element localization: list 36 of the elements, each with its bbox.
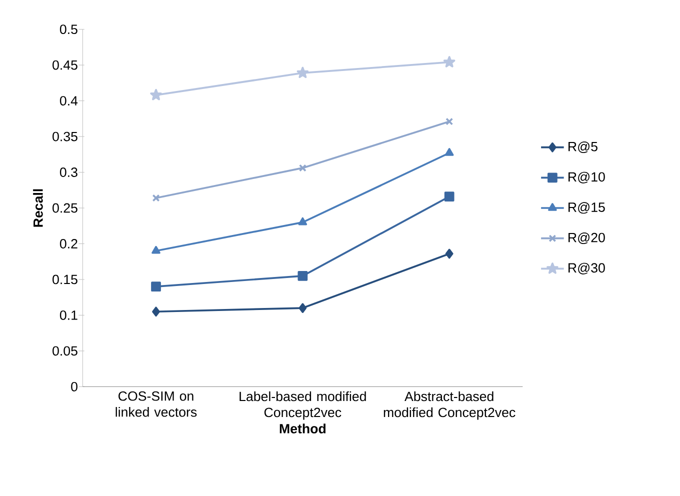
point — [150, 88, 162, 100]
y-tick-label: 0.45 — [52, 60, 78, 70]
point — [298, 303, 307, 313]
y-tick-label: 0.35 — [52, 132, 78, 142]
y-tick-label: 0 — [71, 382, 78, 392]
x-tick-label: COS-SIM on linked vectors — [116, 391, 197, 417]
legend-label: R@30 — [568, 262, 605, 274]
point — [298, 217, 308, 226]
legend-label: R@15 — [568, 202, 605, 214]
y-tick-label: 0.2 — [60, 239, 78, 248]
point — [152, 194, 160, 202]
y-tick-label: 0.5 — [60, 24, 78, 34]
x-tick-label: Abstract-based modified Concept2vec — [384, 391, 516, 420]
y-axis-title: Recall — [33, 189, 43, 227]
legend-label: R@10 — [568, 172, 605, 184]
point — [296, 66, 309, 78]
point — [151, 282, 161, 292]
point — [152, 246, 160, 254]
x-tick-label: Label-based modified Concept2vec — [240, 391, 366, 420]
point — [152, 306, 160, 317]
y-tick-label: 0.05 — [52, 346, 78, 356]
point — [443, 56, 456, 68]
x-axis-title: Method — [280, 424, 326, 434]
y-tick-label: 0.1 — [60, 310, 78, 320]
legend-label: R@5 — [568, 142, 598, 154]
legend-label: R@20 — [568, 232, 605, 244]
y-tick-label: 0.15 — [52, 274, 78, 284]
y-tick-label: 0.25 — [52, 203, 78, 213]
point — [444, 148, 454, 156]
point — [298, 164, 306, 172]
y-tick-label: 0.3 — [60, 168, 78, 177]
point — [444, 192, 454, 202]
point — [446, 118, 454, 126]
y-tick-label: 0.4 — [60, 96, 78, 106]
point — [445, 248, 454, 259]
point — [298, 270, 308, 281]
